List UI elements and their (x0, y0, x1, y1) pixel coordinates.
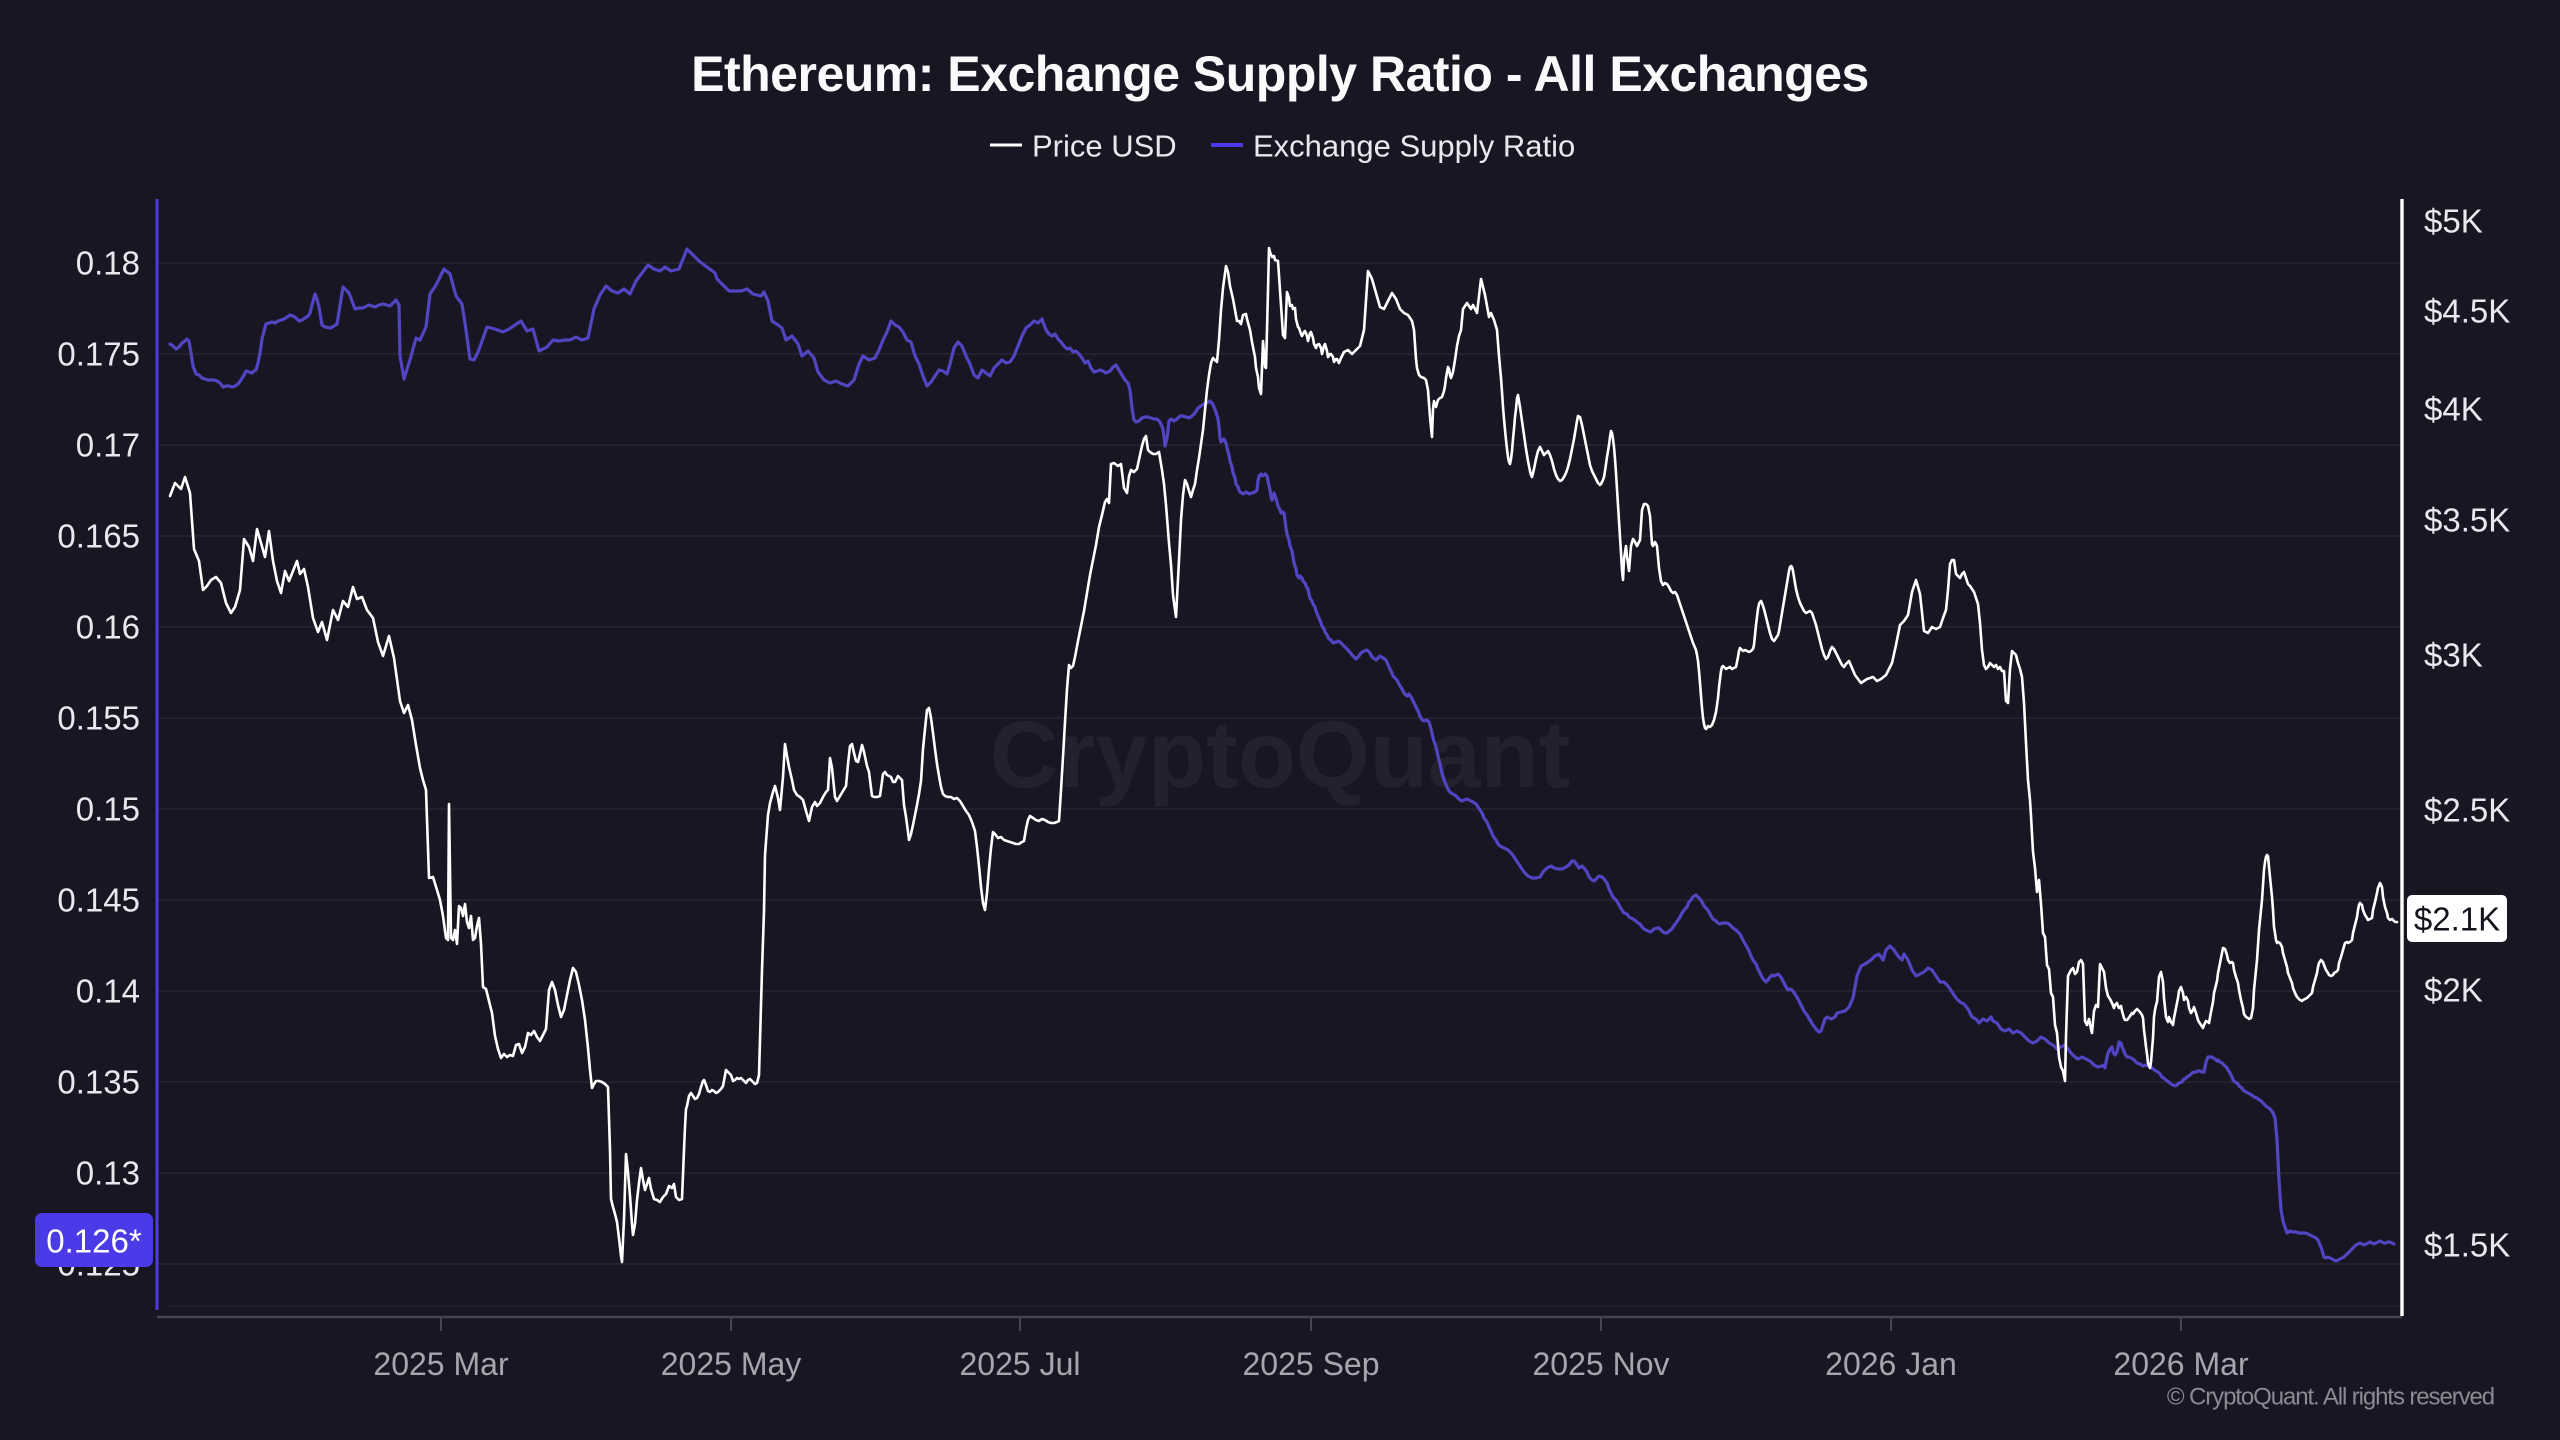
svg-text:2025 Sep: 2025 Sep (1242, 1346, 1379, 1382)
svg-text:$3.5K: $3.5K (2424, 502, 2510, 539)
svg-text:CryptoQuant: CryptoQuant (990, 702, 1571, 808)
svg-text:2025 Jul: 2025 Jul (960, 1346, 1081, 1382)
svg-text:0.165: 0.165 (57, 518, 140, 555)
svg-text:$1.5K: $1.5K (2424, 1227, 2510, 1264)
svg-text:Ethereum: Exchange Supply Rati: Ethereum: Exchange Supply Ratio - All Ex… (691, 46, 1869, 102)
svg-text:2025 May: 2025 May (661, 1346, 802, 1382)
svg-text:2026 Jan: 2026 Jan (1825, 1346, 1957, 1382)
svg-text:0.14: 0.14 (76, 973, 140, 1010)
svg-text:$4.5K: $4.5K (2424, 293, 2510, 330)
svg-text:0.13: 0.13 (76, 1155, 140, 1192)
svg-text:$2K: $2K (2424, 972, 2483, 1009)
svg-text:$5K: $5K (2424, 203, 2483, 240)
svg-text:0.18: 0.18 (76, 245, 140, 282)
svg-text:0.15: 0.15 (76, 791, 140, 828)
svg-text:0.126*: 0.126* (46, 1223, 142, 1260)
svg-text:0.155: 0.155 (57, 700, 140, 737)
svg-text:0.17: 0.17 (76, 427, 140, 464)
svg-text:$2.1K: $2.1K (2414, 901, 2500, 938)
svg-text:$4K: $4K (2424, 391, 2483, 428)
svg-text:Price USD: Price USD (1032, 129, 1177, 164)
svg-text:2025 Mar: 2025 Mar (373, 1346, 509, 1382)
svg-text:© CryptoQuant. All rights rese: © CryptoQuant. All rights reserved (2167, 1384, 2494, 1411)
svg-text:2025 Nov: 2025 Nov (1533, 1346, 1670, 1382)
svg-text:0.175: 0.175 (57, 336, 140, 373)
svg-text:$3K: $3K (2424, 637, 2483, 674)
svg-text:0.145: 0.145 (57, 882, 140, 919)
svg-text:0.16: 0.16 (76, 609, 140, 646)
svg-text:Exchange Supply Ratio: Exchange Supply Ratio (1253, 129, 1575, 164)
svg-text:$2.5K: $2.5K (2424, 792, 2510, 829)
svg-text:0.135: 0.135 (57, 1064, 140, 1101)
svg-text:2026 Mar: 2026 Mar (2113, 1346, 2249, 1382)
